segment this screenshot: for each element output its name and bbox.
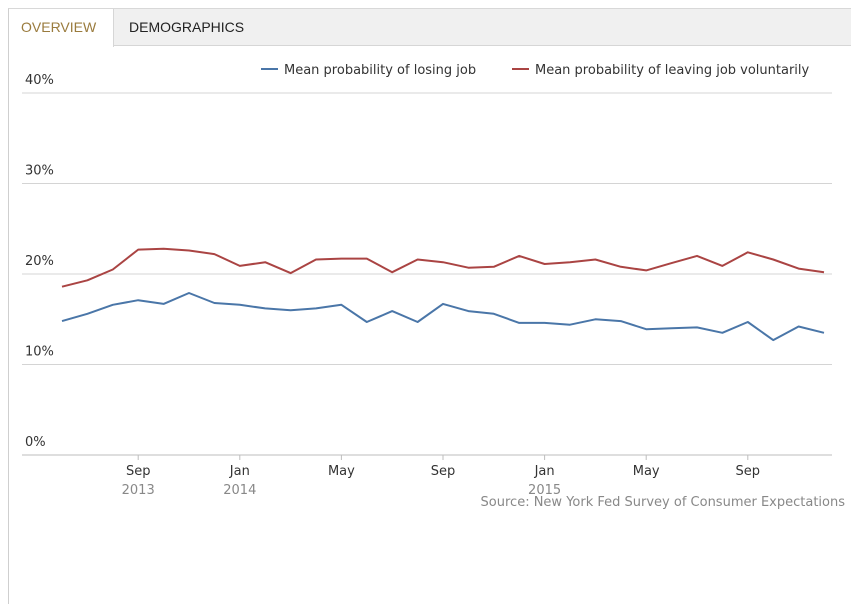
legend: Mean probability of losing job Mean prob…	[261, 63, 810, 78]
series-layer	[61, 247, 825, 342]
x-tick-year: 2013	[122, 483, 155, 498]
x-tick-label: Sep	[431, 464, 456, 479]
y-tick-label: 30%	[25, 164, 54, 179]
x-tick-year: 2014	[223, 483, 256, 498]
source-note: Source: New York Fed Survey of Consumer …	[481, 495, 846, 510]
x-axis: Sep 2013 Jan 2014 May Sep Jan 2015 May Sep	[122, 455, 760, 498]
tab-demographics[interactable]: DEMOGRAPHICS	[129, 19, 245, 35]
x-tick-year: 2015	[528, 483, 561, 498]
x-tick-label: Sep	[126, 464, 151, 479]
tab-bar: OVERVIEW DEMOGRAPHICS	[9, 9, 851, 47]
chart-panel: OVERVIEW DEMOGRAPHICS	[8, 8, 851, 604]
y-tick-label: 10%	[25, 345, 54, 360]
x-tick-label: Jan	[229, 464, 250, 479]
x-tick-label: May	[633, 464, 660, 479]
y-tick-label: 20%	[25, 254, 54, 269]
legend-label-leaving-job: Mean probability of leaving job voluntar…	[535, 63, 810, 78]
y-tick-label: 40%	[25, 73, 54, 88]
grid-layer: 0% 10% 20% 30% 40%	[22, 73, 832, 456]
y-tick-label: 0%	[25, 435, 46, 450]
x-tick-label: Sep	[736, 464, 761, 479]
x-tick-label: May	[328, 464, 355, 479]
legend-label-losing-job: Mean probability of losing job	[284, 63, 476, 78]
series-line-1	[61, 247, 825, 288]
x-tick-label: Jan	[534, 464, 555, 479]
series-line-0	[61, 292, 825, 342]
tab-overview[interactable]: OVERVIEW	[9, 9, 114, 47]
